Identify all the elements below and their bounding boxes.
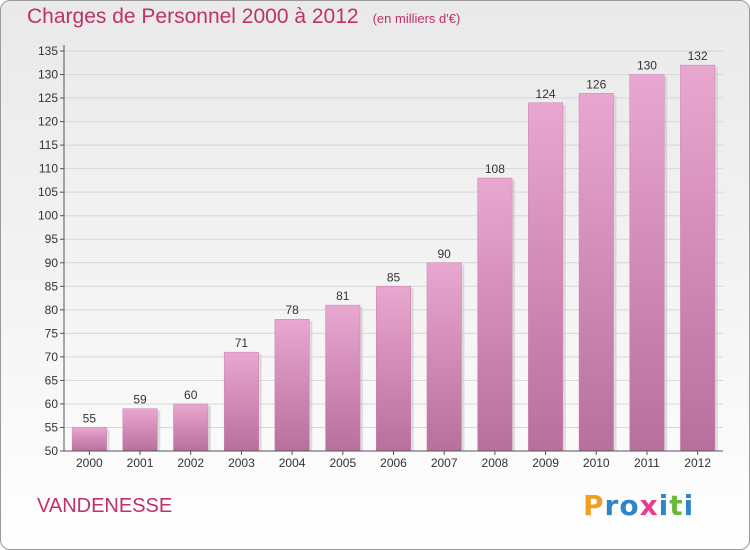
y-tick-label: 50 [45, 444, 59, 458]
x-tick-label: 2008 [482, 456, 509, 470]
bar-2003 [223, 351, 259, 452]
bar-value-label: 55 [83, 411, 97, 425]
bar-2009 [528, 102, 564, 452]
bar-2002 [173, 403, 209, 452]
y-tick-label: 130 [38, 68, 58, 82]
y-tick-label: 70 [45, 350, 59, 364]
bar-2006 [376, 286, 411, 452]
y-tick-label: 125 [38, 91, 58, 105]
x-tick-label: 2010 [583, 456, 610, 470]
y-tick-label: 105 [38, 185, 58, 199]
bar-2001 [122, 408, 158, 452]
logo-letter: i [683, 489, 695, 522]
logo-letter: x [639, 489, 659, 522]
logo-letter: P [583, 489, 605, 522]
axes: 50 55 60 65 70 75 80 85 90 95 100 105 110 115 120 125 13… [38, 44, 723, 470]
y-tick-label: 65 [45, 373, 59, 387]
x-tick-label: 2009 [532, 456, 559, 470]
y-tick-label: 75 [45, 326, 59, 340]
bar-2007 [426, 262, 462, 452]
bar-value-label: 108 [485, 162, 505, 176]
proxiti-logo: Proxiti [583, 489, 694, 522]
bar-value-label: 132 [688, 49, 708, 63]
y-tick-label: 135 [38, 44, 58, 58]
bar-value-label: 130 [637, 59, 657, 73]
x-tick-label: 2002 [177, 456, 204, 470]
x-tick-label: 2012 [684, 456, 711, 470]
bar-2012 [680, 64, 716, 452]
y-tick-label: 110 [39, 162, 58, 176]
commune-name: VANDENESSE [37, 495, 173, 517]
logo-letter: r [604, 489, 620, 522]
y-tick-label: 115 [39, 138, 58, 152]
chart-subtitle: (en milliers d'€) [372, 11, 461, 26]
x-tick-label: 2005 [329, 456, 356, 470]
bar-value-label: 59 [133, 393, 147, 407]
x-tick-label: 2001 [127, 456, 154, 470]
logo-letter: o [619, 489, 640, 522]
logo-letter: t [669, 489, 684, 522]
chart-title-text: Charges de Personnel 2000 à 2012 [27, 5, 359, 28]
x-tick-label: 2007 [431, 456, 458, 470]
bar-2010 [578, 93, 614, 452]
bar-2011 [629, 74, 665, 452]
bar-2000 [71, 427, 107, 452]
bar-value-label: 81 [336, 289, 350, 303]
chart-title: Charges de Personnel 2000 à 2012 (en mill… [27, 5, 460, 29]
x-tick-label: 2003 [228, 456, 255, 470]
x-tick-label: 2006 [380, 456, 407, 470]
bar-2004 [274, 318, 310, 452]
bar-2008 [477, 177, 513, 452]
x-tick-label: 2000 [76, 456, 103, 470]
y-tick-label: 55 [45, 420, 59, 434]
bar-2005 [325, 304, 361, 452]
bar-value-label: 124 [536, 87, 556, 101]
bars: 55 59 60 71 78 81 85 90 108 124 126 130 132 [71, 49, 718, 452]
y-tick-label: 95 [45, 232, 59, 246]
y-tick-label: 60 [45, 397, 59, 411]
y-tick-label: 120 [38, 115, 58, 129]
x-tick-label: 2004 [279, 456, 306, 470]
bar-value-label: 71 [235, 336, 249, 350]
bar-value-label: 78 [285, 303, 299, 317]
bar-value-label: 126 [586, 77, 606, 91]
x-tick-label: 2011 [634, 456, 660, 470]
y-tick-label: 90 [45, 256, 59, 270]
bar-value-label: 60 [184, 388, 198, 402]
logo-letter: i [658, 489, 670, 522]
bar-value-label: 85 [387, 270, 401, 284]
y-tick-label: 100 [38, 209, 58, 223]
y-tick-label: 80 [45, 303, 59, 317]
bar-value-label: 90 [438, 247, 452, 261]
y-tick-label: 85 [45, 279, 59, 293]
